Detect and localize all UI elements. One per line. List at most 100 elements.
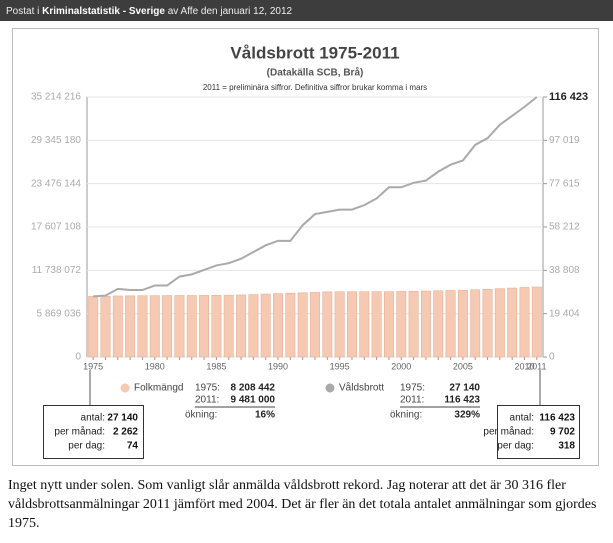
y-tick-label: 23 476 144 (31, 178, 81, 189)
bar (334, 291, 345, 358)
y-tick-label: 35 214 216 (31, 92, 81, 103)
legend-label: Folkmängd (134, 383, 183, 394)
x-tick-label: 2005 (453, 361, 473, 371)
bar (310, 292, 320, 358)
y2-tick-label: 97 019 (549, 135, 580, 146)
header-bar (0, 0, 613, 21)
bar (162, 295, 173, 358)
legend-row-label: 2011: (195, 395, 219, 406)
y2-tick-label: 77 615 (549, 178, 580, 189)
legend-row-value: 116 423 (444, 395, 480, 406)
x-tick-label: 2011 (527, 361, 546, 371)
box-label: antal: (510, 413, 534, 424)
x-tick-label: 1980 (145, 361, 165, 371)
bar (88, 296, 99, 358)
bar (125, 295, 136, 358)
bar (248, 294, 259, 358)
chart-subtitle: (Datakälla SCB, Brå) (267, 67, 364, 79)
chart-note: 2011 = preliminära siffror. Definitiva s… (203, 83, 427, 92)
bar (285, 292, 296, 358)
bar (420, 290, 431, 358)
header: Postat i Kriminalstatistik - Sverige av … (6, 6, 293, 17)
chart: Postat i Kriminalstatistik - Sverige av … (0, 0, 613, 466)
box-value: 116 423 (539, 413, 575, 424)
info-box (497, 405, 580, 459)
x-tick-label: 2000 (391, 361, 411, 371)
paragraph: Inget nytt under solen. Som vanligt slår… (8, 478, 597, 531)
bar (507, 287, 518, 358)
bar (531, 286, 542, 358)
bar (100, 295, 111, 358)
legend-increase: 16% (255, 410, 275, 421)
bar (494, 288, 505, 358)
bar (347, 291, 357, 358)
header-suffix: av Affe den januari 12, 2012 (168, 6, 293, 17)
info-box (43, 405, 144, 459)
y-tick-label: 11 738 072 (32, 265, 82, 276)
y-tick-label: 5 869 036 (37, 308, 82, 319)
legend-increase-label: ökning: (390, 410, 422, 421)
legend-marker (120, 383, 130, 393)
bar (433, 290, 444, 358)
x-tick-label: 1975 (83, 361, 103, 371)
box-label: antal: (81, 413, 105, 424)
header-prefix: Postat i (6, 6, 39, 17)
y-tick-label: 0 (75, 352, 81, 363)
box-label: per dag: (68, 441, 105, 452)
legend-label: Våldsbrott (339, 382, 384, 394)
y-tick-label: 17 607 108 (31, 222, 81, 233)
bar (470, 289, 481, 358)
x-tick-label: 1995 (330, 361, 350, 371)
legend-increase: 329% (454, 410, 480, 421)
bar (236, 294, 246, 358)
bar (384, 291, 394, 358)
bar (223, 294, 234, 358)
y2-tick-label: 0 (549, 352, 555, 363)
y2-tick-label: 58 212 (549, 222, 580, 233)
bar (273, 293, 283, 358)
bar (211, 295, 222, 358)
bar (457, 289, 468, 358)
bar (112, 295, 123, 358)
bar (199, 295, 210, 358)
legend-row-value: 9 481 000 (231, 395, 276, 406)
box-label: per månad: (54, 426, 105, 438)
y-tick-label: 29 345 180 (31, 135, 81, 146)
legend-row-label: 1975: (195, 383, 220, 394)
box-value: 2 262 (113, 427, 138, 438)
legend-marker (325, 383, 335, 393)
x-tick-label: 1990 (268, 361, 288, 371)
legend-row-value: 27 140 (449, 383, 480, 394)
y2-tick-label: 38 808 (549, 265, 580, 276)
bar (371, 291, 382, 358)
line (93, 96, 538, 298)
bar (359, 291, 370, 358)
bar (396, 291, 407, 358)
x-tick-label: 1985 (206, 361, 226, 371)
box-value: 74 (127, 441, 139, 452)
bar (260, 293, 271, 358)
box-label: per dag: (497, 441, 534, 452)
bar (322, 291, 333, 358)
box-value: 318 (558, 441, 575, 452)
bar (408, 290, 419, 358)
x-tick-label: 2010 (514, 361, 534, 371)
legend-row-label: 2011: (400, 395, 424, 406)
legend-row-value: 8 208 442 (231, 383, 276, 394)
bar (445, 290, 456, 358)
legend-row-label: 1975: (400, 383, 425, 394)
legend-increase-label: ökning: (185, 410, 217, 421)
bar (137, 295, 148, 358)
header-category[interactable]: Kriminalstatistik - Sverige (42, 6, 165, 17)
bar (149, 295, 160, 358)
box-label: per månad: (483, 426, 534, 438)
bar (297, 292, 308, 358)
y2-tick-label: 19 404 (549, 308, 580, 319)
box-value: 9 702 (550, 427, 575, 438)
chart-title: Våldsbrott 1975-2011 (230, 43, 399, 62)
bar (482, 288, 493, 358)
bar (174, 295, 185, 358)
bar (186, 295, 197, 358)
y2-tick-label: 116 423 (549, 91, 588, 103)
